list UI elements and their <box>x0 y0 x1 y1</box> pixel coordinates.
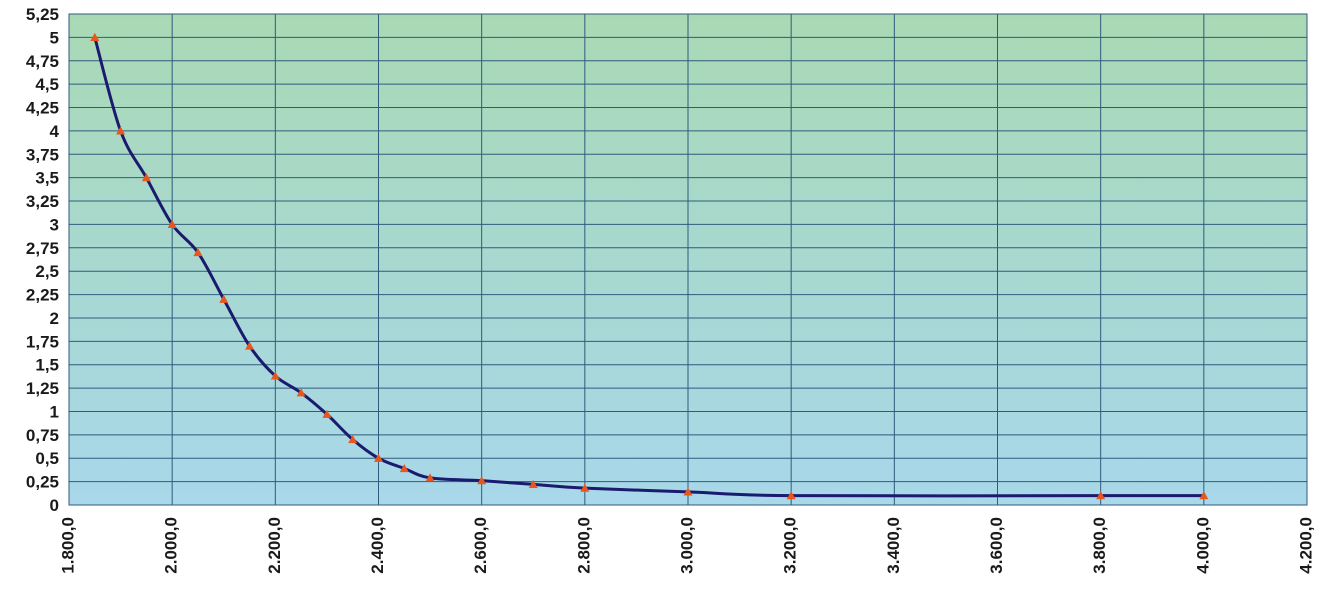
x-tick-label: 3.000,0 <box>677 517 696 574</box>
y-tick-label: 4 <box>50 122 60 141</box>
x-tick-label: 2.400,0 <box>368 517 387 574</box>
data-markers <box>90 32 1209 500</box>
x-tick-label: 1.800,0 <box>58 517 77 574</box>
x-tick-label: 2.000,0 <box>162 517 181 574</box>
x-tick-label: 3.800,0 <box>1090 517 1109 574</box>
x-tick-label: 2.800,0 <box>574 517 593 574</box>
data-point <box>348 435 358 444</box>
y-tick-label: 3,25 <box>26 192 59 211</box>
x-tick-label: 2.600,0 <box>471 517 490 574</box>
x-tick-label: 3.400,0 <box>884 517 903 574</box>
x-axis-tick-labels: 1.800,0 2.000,0 2.200,0 2.400,0 2.600,0 2.800… <box>58 517 1315 574</box>
data-point <box>141 173 151 182</box>
y-tick-label: 0 <box>50 496 59 515</box>
plot-border <box>68 13 1308 506</box>
y-tick-label: 3,75 <box>26 145 59 164</box>
data-point <box>90 32 100 41</box>
data-point <box>786 491 796 500</box>
y-tick-label: 1,5 <box>35 356 59 375</box>
data-point <box>1096 491 1106 500</box>
y-tick-label: 5,25 <box>26 5 59 24</box>
data-point <box>425 473 435 482</box>
y-tick-label: 2,5 <box>35 262 59 281</box>
x-tick-label: 2.200,0 <box>265 517 284 574</box>
y-tick-label: 3,5 <box>35 169 59 188</box>
data-point <box>1199 491 1209 500</box>
y-tick-label: 0,5 <box>35 449 59 468</box>
data-point <box>477 476 487 485</box>
x-tick-label: 4.200,0 <box>1296 517 1315 574</box>
y-tick-label: 4,25 <box>26 99 59 118</box>
x-tick-label: 3.600,0 <box>987 517 1006 574</box>
y-tick-label: 1,75 <box>26 332 59 351</box>
y-tick-label: 4,5 <box>35 75 59 94</box>
y-tick-label: 4,75 <box>26 52 59 71</box>
y-tick-label: 1 <box>50 402 59 421</box>
data-point <box>580 483 590 492</box>
data-point <box>270 371 280 380</box>
x-tick-label: 3.200,0 <box>781 517 800 574</box>
y-tick-label: 2,75 <box>26 239 59 258</box>
data-point <box>167 219 177 229</box>
data-point <box>374 453 383 462</box>
y-tick-label: 5 <box>50 28 59 47</box>
y-axis-tick-labels: 0 0,25 0,5 0,75 1 1,25 1,5 1,75 2 2,25 2,5 2,75 3 3,2… <box>26 5 60 515</box>
y-tick-label: 2 <box>50 309 59 328</box>
data-point <box>193 247 203 257</box>
y-tick-label: 0,75 <box>26 426 59 445</box>
data-point <box>219 294 229 303</box>
data-point <box>322 409 332 418</box>
x-tick-label: 4.000,0 <box>1193 517 1212 574</box>
y-tick-label: 1,25 <box>26 379 59 398</box>
y-tick-label: 2,25 <box>26 286 59 305</box>
y-tick-label: 3 <box>50 215 59 234</box>
data-point <box>528 479 538 489</box>
y-tick-label: 0,25 <box>26 473 59 492</box>
data-point <box>399 464 409 473</box>
data-point <box>116 126 126 135</box>
data-point <box>683 487 693 496</box>
data-point <box>296 388 306 397</box>
data-point <box>245 341 255 350</box>
